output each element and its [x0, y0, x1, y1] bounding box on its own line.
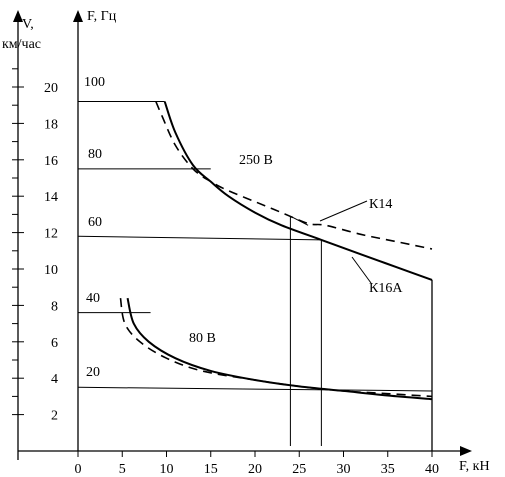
freq-label-80: 80 [88, 147, 102, 162]
x-tick-label: 35 [381, 462, 395, 477]
vertical-line-cap [290, 215, 309, 226]
x-tick-label: 15 [204, 462, 218, 477]
freq-axis-label: F, Гц [87, 9, 117, 24]
freq-label-60: 60 [88, 215, 102, 230]
vertical-lines [289, 215, 433, 451]
y-axis-label-line2: км/час [2, 37, 41, 52]
x-tick-label: 0 [75, 462, 82, 477]
leader-k14 [319, 200, 368, 222]
x-tick-label: 25 [292, 462, 306, 477]
frequency-lines [77, 101, 433, 392]
ticks: 0 5 10 15 20 25 30 35 40 2 4 6 8 10 12 14 16 18 20 [12, 68, 439, 477]
frequency-line [77, 235, 322, 241]
series-line-0 [163, 101, 433, 281]
y-tick-label: 12 [44, 227, 58, 242]
y-tick-label: 20 [44, 81, 58, 96]
y-tick-label: 6 [51, 336, 58, 351]
y-tick-label: 8 [51, 299, 58, 314]
freq-label-20: 20 [86, 365, 100, 380]
speed-axis-arrow [13, 10, 23, 22]
freq-axis-arrow [73, 10, 83, 22]
x-tick-label: 40 [425, 462, 439, 477]
voltage-label-250: 250 В [239, 153, 273, 168]
series-line-1 [155, 101, 433, 250]
freq-label-100: 100 [84, 75, 105, 90]
frequency-line [77, 386, 433, 392]
leader-k16a [351, 256, 372, 284]
x-tick-label: 5 [119, 462, 126, 477]
series-line-3 [119, 297, 433, 398]
x-axis-label: F, кН [459, 459, 490, 474]
series-label-k16a: К16А [369, 281, 403, 296]
y-tick-label: 4 [51, 372, 58, 387]
axes [13, 10, 472, 460]
freq-label-40: 40 [86, 291, 100, 306]
voltage-label-80: 80 В [189, 331, 216, 346]
series-line-2 [126, 297, 433, 401]
y-tick-label: 18 [44, 117, 58, 132]
x-axis-arrow [460, 446, 472, 456]
curves [119, 101, 433, 401]
y-tick-label: 16 [44, 154, 58, 169]
y-tick-label: 10 [44, 263, 58, 278]
y-tick-label: 14 [44, 190, 58, 205]
series-label-k14: К14 [369, 197, 392, 212]
x-tick-label: 30 [337, 462, 351, 477]
x-tick-label: 10 [160, 462, 174, 477]
y-tick-label: 2 [51, 409, 58, 424]
x-tick-label: 20 [248, 462, 262, 477]
y-axis-label-line1: V, [22, 17, 34, 32]
